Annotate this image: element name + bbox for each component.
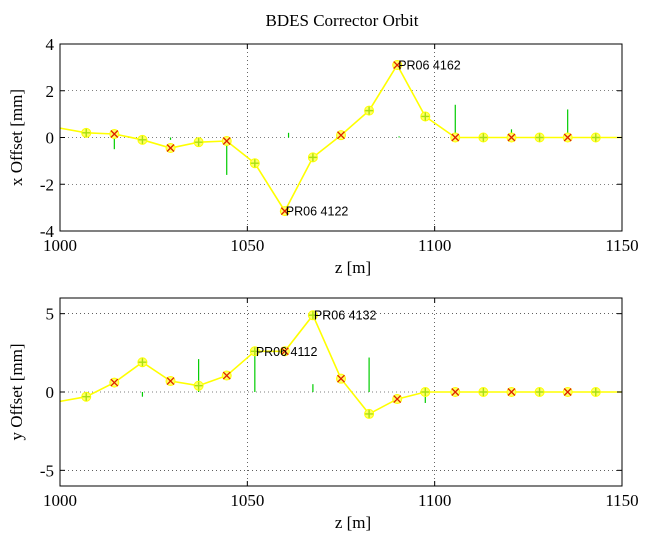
bpm-plus [479,388,488,396]
y-tick-label: 0 [46,129,55,148]
y-tick-label: -5 [40,461,54,480]
corrector-x [507,133,516,142]
x-tick-label: 1100 [418,236,451,255]
bpm-plus [308,311,317,320]
bpm-plus [535,133,544,142]
corrector-x [563,388,572,396]
x-offset-panel: PR06 4162 PR06 4122 1000 1050 1100 1150 -4 -2 0 2… [7,35,639,277]
x-tick-label: 1150 [605,491,638,510]
corrector-x [563,133,572,142]
corrector-x [110,130,119,138]
y-axis-label: x Offset [mm] [7,89,26,186]
bpm-plus [194,138,203,147]
bpm-plus [479,133,488,142]
corrector-x [337,374,345,383]
corrector-x [166,377,175,385]
bpm-plus [365,409,374,418]
annotation-label: PR06 4112 [256,345,318,359]
chart-title: BDES Corrector Orbit [266,11,419,30]
corrector-x [507,388,516,396]
bpm-plus [591,133,600,142]
corrector-x [451,133,460,142]
bpm-plus [421,112,430,121]
annotation-label: PR06 4132 [314,309,377,323]
bpm-plus [365,106,374,115]
corrector-x [222,137,231,145]
annotation-label: PR06 4122 [286,205,349,219]
corrector-x [222,371,231,380]
corrector-x [166,144,175,152]
corrector-x [393,395,402,404]
x-tick-label: 1050 [230,491,264,510]
y-axis-label: y Offset [mm] [7,344,26,441]
y-tick-label: -2 [40,175,54,194]
y-tick-label: 2 [46,82,55,101]
bpm-plus [535,388,544,396]
bpm-plus [82,392,91,401]
bpm-plus [82,128,91,137]
bpm-plus [194,381,203,390]
x-axis-label: z [m] [335,258,371,277]
bpm-plus [138,135,147,144]
bpm-plus [138,358,147,367]
corrector-x [451,388,460,396]
y-offset-panel: PR06 4132 PR06 4112 1000 1050 1100 1150 -5 0 5 z … [7,297,639,532]
x-tick-label: 1100 [418,491,451,510]
corrector-x [393,61,402,69]
corrector-x [280,207,289,216]
corrector-x [280,347,289,356]
y-tick-label: 4 [46,35,55,54]
y-tick-label: 0 [46,383,55,402]
annotation-label: PR06 4162 [398,59,461,73]
bpm-plus [421,388,430,396]
corrector-x [337,131,345,140]
x-tick-label: 1050 [230,236,264,255]
y-tick-label: -4 [40,222,55,241]
x-tick-label: 1150 [605,236,638,255]
bpm-plus [591,388,600,396]
corrector-x [110,378,119,387]
bpm-plus [250,159,259,168]
bpm-plus [308,153,317,162]
x-tick-label: 1000 [43,491,77,510]
y-tick-label: 5 [46,305,55,324]
bpm-plus [250,347,259,356]
x-axis-label: z [m] [335,513,371,532]
x-tick-label: 1000 [43,236,77,255]
